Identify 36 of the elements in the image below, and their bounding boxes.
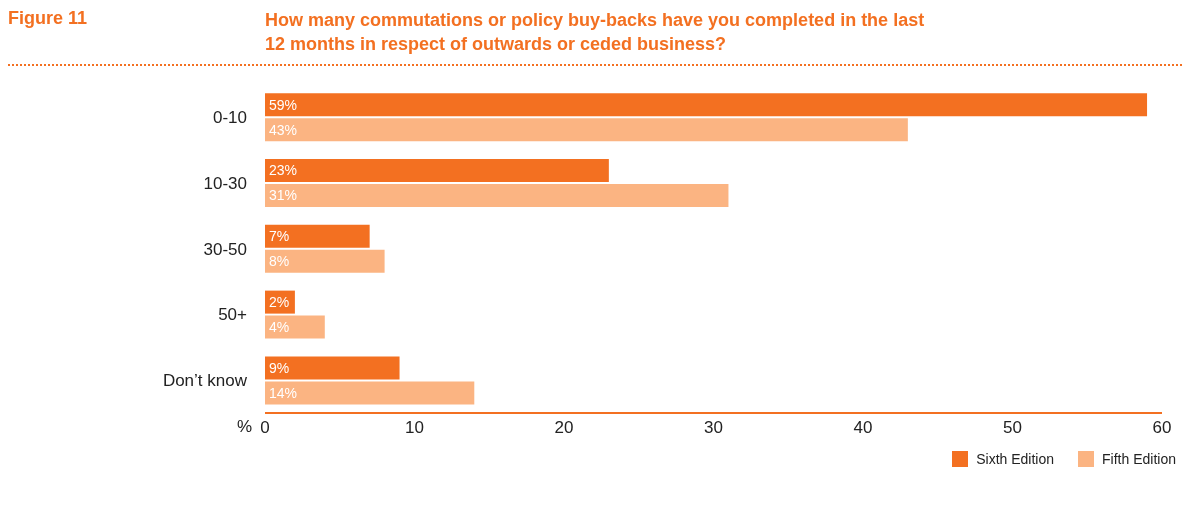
x-axis-title: % [236,417,252,437]
bar [265,118,908,142]
bar [265,315,325,339]
y-tick-label: 10-30 [203,173,247,193]
x-tick-label: 10 [405,418,424,438]
data-label: 23% [269,162,298,179]
data-label: 7% [269,228,290,245]
x-tick-label: 20 [554,418,574,438]
y-tick-label: 50+ [218,305,248,325]
bar [265,93,1148,117]
legend-label: Sixth Edition [976,451,1055,467]
bar [265,249,385,273]
data-label: 4% [269,319,290,336]
y-tick-label: 0-10 [212,107,247,127]
x-tick-label: 60 [1152,418,1172,438]
legend-label: Fifth Edition [1102,451,1176,467]
data-label: 59% [269,96,298,113]
caption: Figure 11 [8,8,88,28]
x-tick-label: 40 [853,418,873,438]
data-label: 9% [269,359,290,376]
data-label: 14% [269,384,298,401]
data-label: 31% [269,187,298,204]
bar [265,356,400,380]
data-label: 43% [269,121,298,138]
y-tick-label: 30-50 [203,239,247,259]
chart-title: How many commutations or policy buy-backs have you completed in the last 12 months in respect of outwards or ceded business? [265,9,926,56]
bar [265,184,729,208]
bar [265,224,370,248]
x-tick-label: 0 [260,418,270,438]
y-tick-label: Don’t know [162,371,248,391]
bar [265,381,475,405]
x-tick-label: 50 [1003,418,1022,438]
x-tick-label: 30 [704,418,723,438]
bar [265,159,609,183]
data-label: 8% [269,253,290,270]
data-label: 2% [269,294,290,311]
